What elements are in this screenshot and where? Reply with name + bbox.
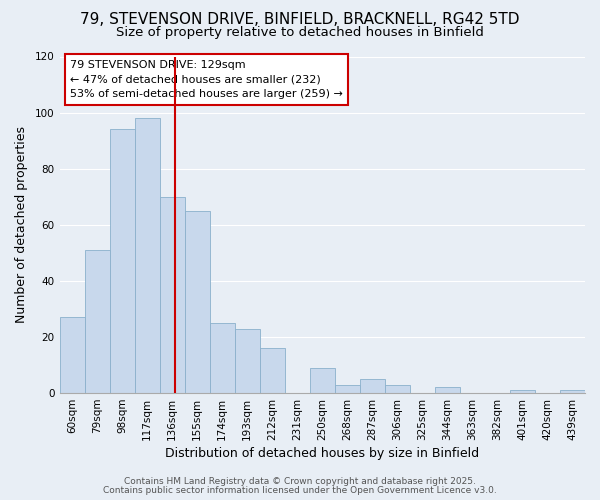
Bar: [260, 348, 285, 393]
Bar: [185, 211, 209, 393]
Bar: [160, 196, 185, 393]
Bar: [134, 118, 160, 393]
Bar: [85, 250, 110, 393]
X-axis label: Distribution of detached houses by size in Binfield: Distribution of detached houses by size …: [165, 447, 479, 460]
Bar: [310, 368, 335, 393]
Y-axis label: Number of detached properties: Number of detached properties: [15, 126, 28, 324]
Bar: [560, 390, 585, 393]
Text: 79 STEVENSON DRIVE: 129sqm
← 47% of detached houses are smaller (232)
53% of sem: 79 STEVENSON DRIVE: 129sqm ← 47% of deta…: [70, 60, 343, 100]
Bar: [435, 388, 460, 393]
Bar: [59, 318, 85, 393]
Bar: [360, 379, 385, 393]
Bar: [385, 384, 410, 393]
Bar: [335, 384, 360, 393]
Bar: [209, 323, 235, 393]
Text: 79, STEVENSON DRIVE, BINFIELD, BRACKNELL, RG42 5TD: 79, STEVENSON DRIVE, BINFIELD, BRACKNELL…: [80, 12, 520, 28]
Text: Contains public sector information licensed under the Open Government Licence v3: Contains public sector information licen…: [103, 486, 497, 495]
Bar: [110, 130, 134, 393]
Bar: [510, 390, 535, 393]
Text: Size of property relative to detached houses in Binfield: Size of property relative to detached ho…: [116, 26, 484, 39]
Text: Contains HM Land Registry data © Crown copyright and database right 2025.: Contains HM Land Registry data © Crown c…: [124, 477, 476, 486]
Bar: [235, 328, 260, 393]
